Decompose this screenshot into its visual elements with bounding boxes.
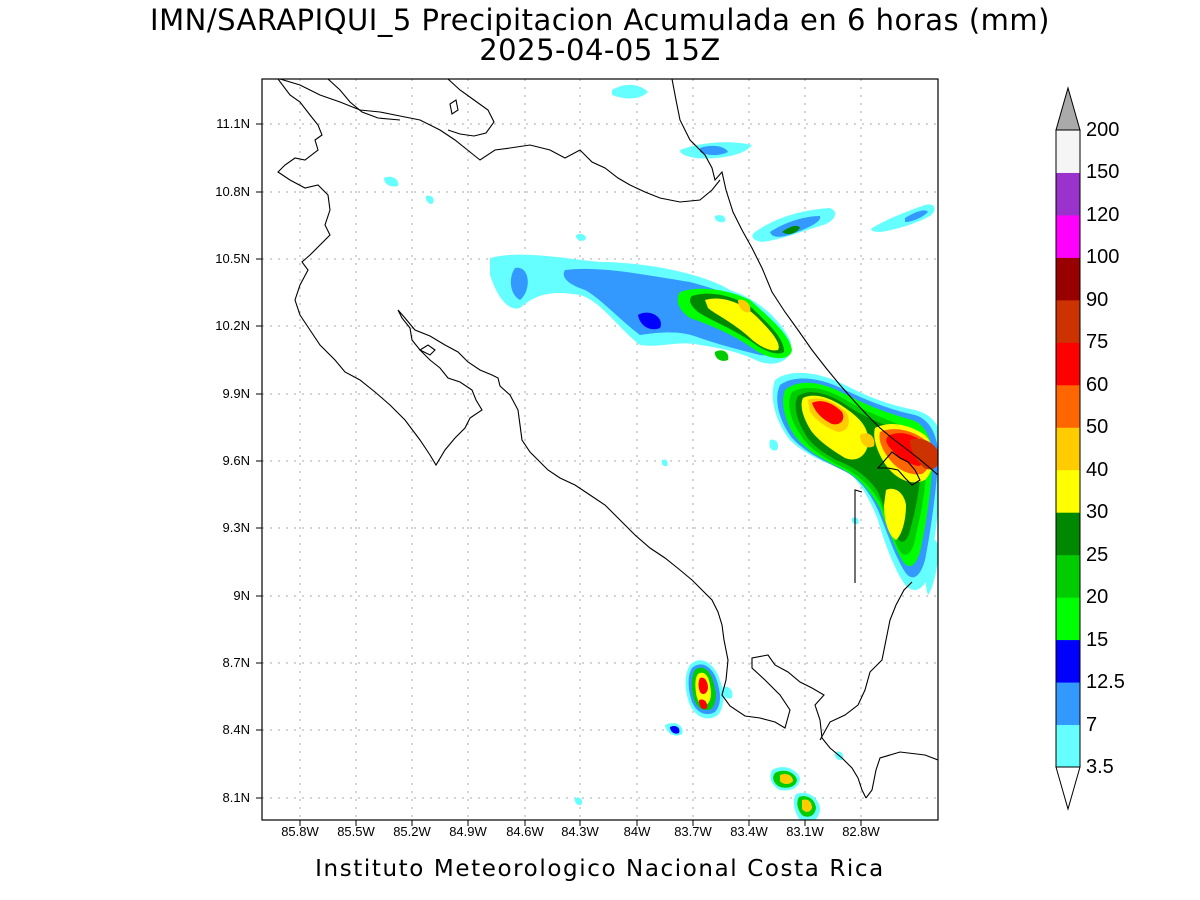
footer-credit: Instituto Meteorologico Nacional Costa R… — [315, 856, 885, 882]
colorbar-label: 3.5 — [1086, 756, 1114, 778]
lat-label: 9.9N — [222, 386, 250, 401]
colorbar-swatch — [1056, 384, 1080, 428]
colorbar-swatch — [1056, 172, 1080, 216]
colorbar-swatch — [1056, 214, 1080, 258]
lon-label: 83.7W — [674, 824, 712, 839]
colorbar-swatch — [1056, 427, 1080, 471]
colorbar-swatch — [1056, 512, 1080, 556]
precip-cluster-limon — [772, 372, 938, 590]
lat-label: 9N — [233, 588, 250, 603]
colorbar-swatch — [1056, 130, 1080, 173]
precip-clusters-south — [665, 660, 820, 820]
lon-label: 84.3W — [561, 824, 599, 839]
colorbar-frame — [1055, 129, 1081, 768]
colorbar-label: 15 — [1086, 629, 1109, 651]
colorbar-label: 200 — [1086, 119, 1120, 141]
lon-label: 82.8W — [842, 824, 880, 839]
lat-label: 10.2N — [215, 318, 250, 333]
lon-label: 85.5W — [337, 824, 375, 839]
colorbar-label: 20 — [1086, 586, 1109, 608]
lat-label: 8.1N — [222, 790, 250, 805]
axis-ticks — [256, 123, 862, 826]
colorbar-swatch — [1056, 554, 1080, 598]
colorbar-label: 30 — [1086, 501, 1109, 523]
colorbar-under-arrow — [1055, 766, 1081, 811]
lon-label: 85.8W — [281, 824, 319, 839]
colorbar — [1055, 86, 1081, 811]
map-frame — [261, 78, 939, 821]
colorbar-label: 12.5 — [1086, 671, 1125, 693]
colorbar-swatch — [1056, 682, 1080, 726]
lon-label: 85.2W — [393, 824, 431, 839]
colorbar-swatches — [1056, 130, 1080, 768]
colorbar-label: 75 — [1086, 331, 1109, 353]
colorbar-swatch — [1056, 724, 1080, 768]
colorbar-label: 60 — [1086, 374, 1109, 396]
lon-label: 84.9W — [449, 824, 487, 839]
precip-scattered-cells — [384, 84, 938, 806]
lat-label: 8.7N — [222, 655, 250, 670]
map-title: IMN/SARAPIQUI_5 Precipitacion Acumulada … — [150, 3, 1050, 37]
colorbar-swatch — [1056, 639, 1080, 683]
map-gridlines — [262, 79, 938, 820]
colorbar-label: 90 — [1086, 289, 1109, 311]
lat-label: 10.8N — [215, 184, 250, 199]
colorbar-swatch — [1056, 299, 1080, 343]
map-subtitle-datetime: 2025-04-05 15Z — [479, 33, 721, 67]
colorbar-label: 40 — [1086, 459, 1109, 481]
colorbar-label: 100 — [1086, 246, 1120, 268]
colorbar-label: 25 — [1086, 544, 1109, 566]
colorbar-over-arrow — [1055, 86, 1081, 131]
lat-label: 9.6N — [222, 453, 250, 468]
colorbar-label: 120 — [1086, 204, 1120, 226]
lon-label: 83.4W — [730, 824, 768, 839]
lon-label: 84W — [623, 824, 651, 839]
colorbar-swatch — [1056, 257, 1080, 301]
precip-band-caribbean-north — [490, 254, 792, 364]
colorbar-swatch — [1056, 342, 1080, 386]
lon-label: 83.1W — [786, 824, 824, 839]
colorbar-label: 7 — [1086, 714, 1098, 736]
lat-label: 8.4N — [222, 722, 250, 737]
lat-label: 10.5N — [215, 251, 250, 266]
lon-label: 84.6W — [506, 824, 544, 839]
colorbar-swatch — [1056, 469, 1080, 513]
colorbar-label: 150 — [1086, 161, 1120, 183]
colorbar-swatch — [1056, 597, 1080, 641]
lat-label: 11.1N — [216, 116, 250, 131]
coastlines-borders — [277, 79, 938, 799]
colorbar-label: 50 — [1086, 416, 1109, 438]
lat-label: 9.3N — [222, 520, 250, 535]
